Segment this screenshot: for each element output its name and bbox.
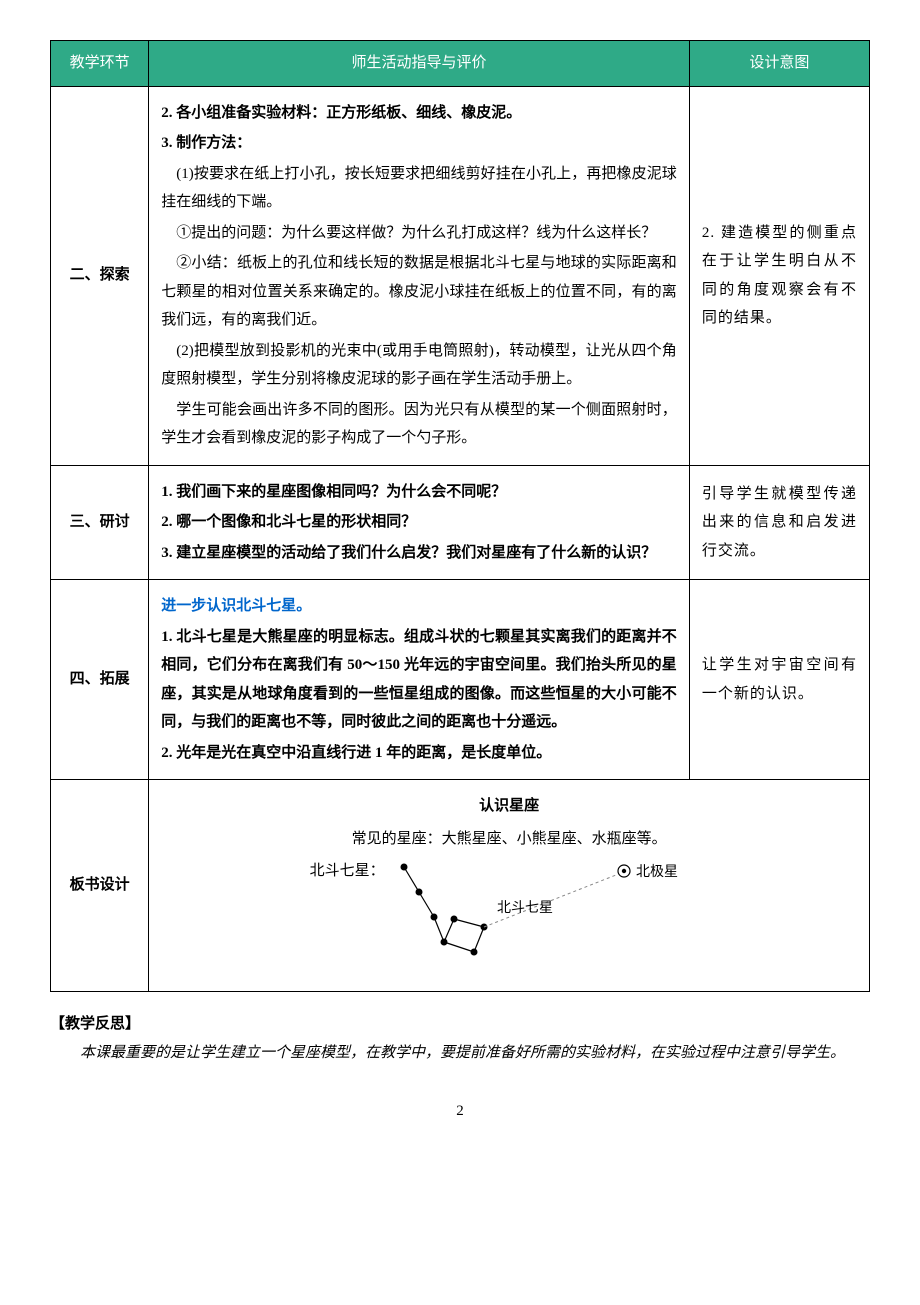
activity-paragraph: 进一步认识北斗七星。 <box>161 592 677 621</box>
board-dipper-line: 北斗七星： 北斗七星 北极星 <box>161 857 857 967</box>
reflection-body: 本课最重要的是让学生建立一个星座模型，在教学中，要提前准备好所需的实验材料，在实… <box>50 1039 870 1068</box>
activity-cell: 2. 各小组准备实验材料：正方形纸板、细线、橡皮泥。3. 制作方法：(1)按要求… <box>149 86 690 465</box>
board-title: 认识星座 <box>161 792 857 821</box>
dipper-label-left: 北斗七星： <box>310 857 385 886</box>
activity-paragraph: (1)按要求在纸上打小孔，按长短要求把细线剪好挂在小孔上，再把橡皮泥球挂在细线的… <box>161 160 677 217</box>
activity-paragraph: 2. 光年是光在真空中沿直线行进 1 年的距离，是长度单位。 <box>161 739 677 768</box>
segment-cell: 四、拓展 <box>51 580 149 780</box>
activity-cell: 1. 我们画下来的星座图像相同吗？为什么会不同呢？2. 哪一个图像和北斗七星的形… <box>149 465 690 580</box>
th-activity: 师生活动指导与评价 <box>149 41 690 87</box>
activity-paragraph: 1. 北斗七星是大熊星座的明显标志。组成斗状的七颗星其实离我们的距离并不相同，它… <box>161 623 677 737</box>
activity-paragraph: 2. 各小组准备实验材料：正方形纸板、细线、橡皮泥。 <box>161 99 677 128</box>
activity-paragraph: 学生可能会画出许多不同的图形。因为光只有从模型的某一个侧面照射时，学生才会看到橡… <box>161 396 677 453</box>
intent-cell: 2. 建造模型的侧重点在于让学生明白从不同的角度观察会有不同的结果。 <box>689 86 869 465</box>
segment-cell: 二、探索 <box>51 86 149 465</box>
page-number: 2 <box>50 1097 870 1126</box>
activity-paragraph: (2)把模型放到投影机的光束中(或用手电筒照射)，转动模型，让光从四个角度照射模… <box>161 337 677 394</box>
board-constellations: 常见的星座：大熊星座、小熊星座、水瓶座等。 <box>161 825 857 854</box>
activity-paragraph: 3. 建立星座模型的活动给了我们什么启发？我们对星座有了什么新的认识？ <box>161 539 677 568</box>
segment-cell: 三、研讨 <box>51 465 149 580</box>
intent-cell: 引导学生就模型传递出来的信息和启发进行交流。 <box>689 465 869 580</box>
activity-paragraph: 1. 我们画下来的星座图像相同吗？为什么会不同呢？ <box>161 478 677 507</box>
reflection-head: 【教学反思】 <box>50 1010 870 1039</box>
board-cell: 认识星座常见的星座：大熊星座、小熊星座、水瓶座等。北斗七星： 北斗七星 北极星 <box>149 780 870 992</box>
table-row: 二、探索2. 各小组准备实验材料：正方形纸板、细线、橡皮泥。3. 制作方法：(1… <box>51 86 870 465</box>
table-row: 三、研讨1. 我们画下来的星座图像相同吗？为什么会不同呢？2. 哪一个图像和北斗… <box>51 465 870 580</box>
dipper-inner-label: 北斗七星 <box>497 900 553 916</box>
th-segment: 教学环节 <box>51 41 149 87</box>
intent-cell: 让学生对宇宙空间有一个新的认识。 <box>689 580 869 780</box>
activity-cell: 进一步认识北斗七星。1. 北斗七星是大熊星座的明显标志。组成斗状的七颗星其实离我… <box>149 580 690 780</box>
segment-cell: 板书设计 <box>51 780 149 992</box>
polaris-label: 北极星 <box>636 864 678 880</box>
activity-paragraph: ①提出的问题：为什么要这样做？为什么孔打成这样？线为什么这样长？ <box>161 219 677 248</box>
board-row: 板书设计认识星座常见的星座：大熊星座、小熊星座、水瓶座等。北斗七星： 北斗七星 北极… <box>51 780 870 992</box>
activity-paragraph: 3. 制作方法： <box>161 129 677 158</box>
lesson-table: 教学环节 师生活动指导与评价 设计意图 二、探索2. 各小组准备实验材料：正方形… <box>50 40 870 992</box>
activity-paragraph: 2. 哪一个图像和北斗七星的形状相同？ <box>161 508 677 537</box>
th-intent: 设计意图 <box>689 41 869 87</box>
dipper-diagram: 北斗七星 北极星 <box>389 857 709 967</box>
activity-paragraph: ②小结：纸板上的孔位和线长短的数据是根据北斗七星与地球的实际距离和七颗星的相对位… <box>161 249 677 335</box>
table-row: 四、拓展进一步认识北斗七星。1. 北斗七星是大熊星座的明显标志。组成斗状的七颗星… <box>51 580 870 780</box>
teaching-reflection: 【教学反思】 本课最重要的是让学生建立一个星座模型，在教学中，要提前准备好所需的… <box>50 1010 870 1067</box>
